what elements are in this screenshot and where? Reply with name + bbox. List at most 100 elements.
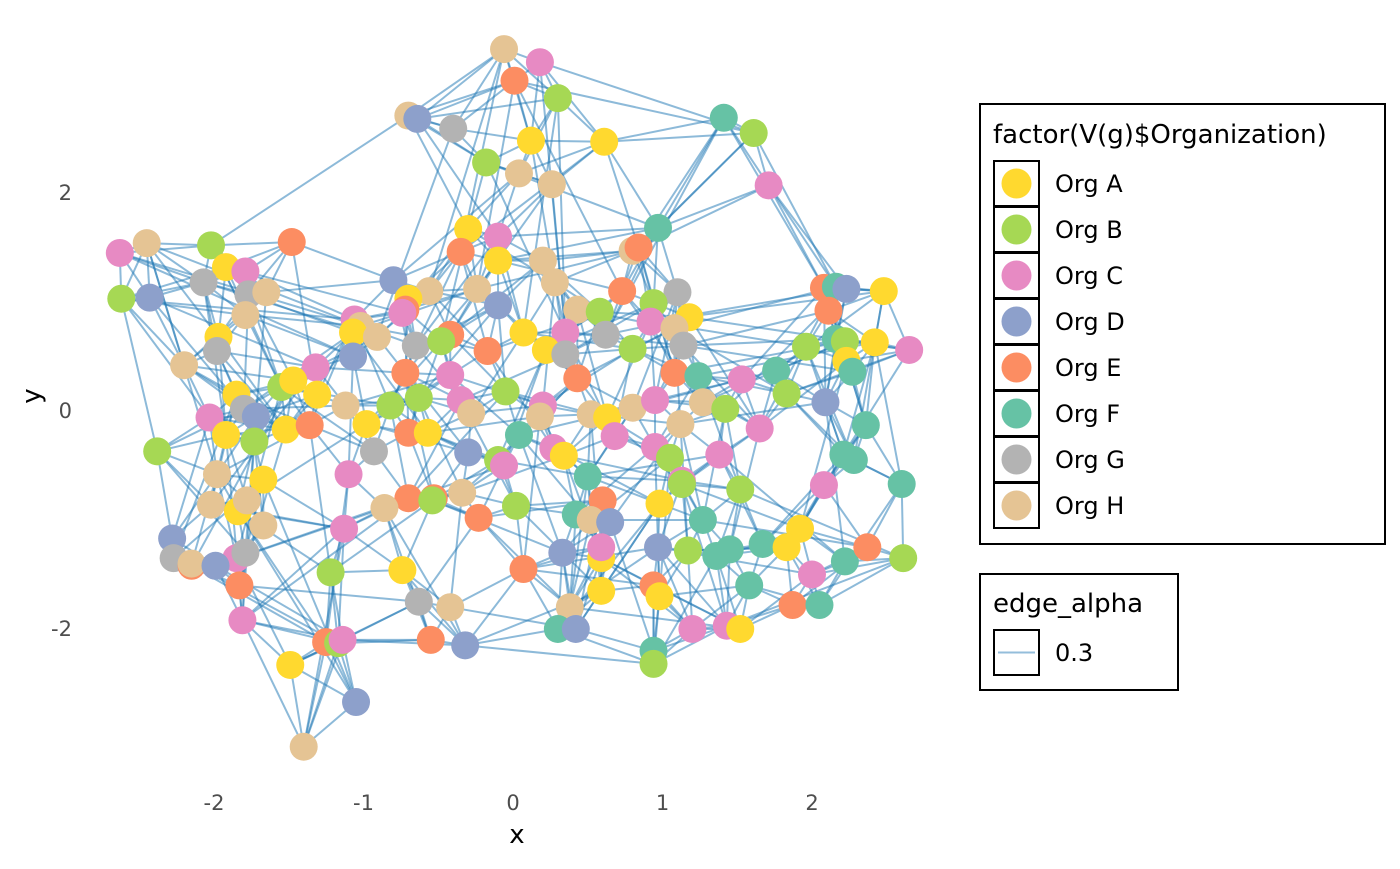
legend-key-dot (1001, 398, 1032, 429)
network-node-org-h (252, 278, 281, 307)
network-node-org-d (832, 274, 861, 303)
network-edge (739, 573, 813, 630)
network-node-org-c (798, 560, 826, 589)
y-axis-ticks: 2 0 -2 (51, 181, 72, 641)
network-edge (237, 510, 357, 703)
network-node-org-a (271, 415, 300, 444)
network-edge (568, 519, 592, 608)
network-edge (145, 242, 186, 366)
network-node-org-e (277, 228, 306, 257)
network-edge (767, 184, 848, 290)
network-node-org-f (715, 535, 744, 564)
network-edge (740, 287, 825, 381)
x-tick-label: 2 (805, 791, 818, 815)
network-edge (631, 291, 679, 409)
network-edge (767, 184, 825, 289)
network-node-org-e (814, 296, 843, 325)
network-node-org-c (525, 48, 554, 77)
network-node-org-c (231, 257, 260, 286)
legend-label: Org A (1055, 170, 1123, 198)
network-node-org-e (853, 533, 882, 562)
network-node-org-b (618, 334, 647, 363)
network-edge (603, 141, 659, 229)
network-edge (522, 416, 541, 570)
network-edge (415, 235, 499, 347)
network-node-org-d (454, 438, 483, 467)
legend-key-dot (1001, 260, 1032, 291)
y-axis-title: y (17, 388, 47, 403)
network-node-org-b (726, 475, 755, 504)
network-node-org-h (555, 593, 584, 622)
network-node-org-f (688, 506, 717, 534)
network-node-org-f (851, 411, 880, 440)
network-node-org-b (143, 437, 172, 466)
legend-item-org-b: Org B (993, 206, 1123, 253)
legend-item-org-c: Org C (993, 252, 1123, 299)
network-node-org-g (551, 340, 580, 369)
network-node-org-b (472, 148, 501, 177)
network-edge (225, 266, 283, 388)
network-edge (680, 401, 826, 426)
network-edge (604, 132, 754, 143)
network-node-org-c (436, 361, 465, 390)
network-edge (330, 499, 433, 574)
y-tick-label: 2 (59, 181, 72, 205)
network-edge (119, 244, 212, 254)
network-edge (683, 344, 853, 373)
network-node-org-f (830, 547, 859, 576)
network-edge (383, 507, 467, 646)
network-edge (873, 342, 903, 485)
network-edge (280, 386, 375, 453)
network-node-org-d (379, 266, 408, 295)
network-edge (190, 473, 218, 564)
network-edge (120, 298, 211, 419)
legend-item-org-d: Org D (993, 298, 1125, 345)
network-node-org-a (860, 328, 889, 357)
network-node-org-a (772, 533, 801, 562)
legend-item-org-h: Org H (993, 482, 1124, 529)
network-node-org-c (641, 386, 670, 415)
organization-legend-title: factor(V(g)$Organization) (993, 120, 1327, 150)
network-node-org-e (563, 364, 592, 393)
network-node-org-b (404, 383, 433, 412)
network-node-org-d (561, 615, 590, 643)
network-node-org-a (726, 615, 755, 643)
organization-legend-box (979, 103, 1386, 545)
legend-label: Org D (1055, 308, 1125, 336)
network-node-org-b (673, 536, 702, 565)
network-node-org-b (655, 443, 684, 472)
network-node-org-h (504, 159, 533, 188)
legend-key-dot (1001, 214, 1032, 245)
network-edge (156, 407, 245, 453)
network-node-org-g (202, 337, 231, 366)
network-edge (497, 226, 659, 262)
edge-alpha-legend-title: edge_alpha (993, 589, 1143, 619)
legend-label: Org G (1055, 446, 1125, 474)
network-edge (609, 423, 682, 523)
network-edge (842, 349, 911, 456)
legend-key-dot (1001, 168, 1032, 199)
network-edge (245, 270, 403, 314)
network-node-org-g (404, 587, 433, 616)
network-node-org-g (669, 331, 698, 360)
legend-label: Org F (1055, 400, 1120, 428)
network-node-org-a (590, 127, 619, 156)
network-edge (464, 568, 525, 646)
legend-label: Org H (1055, 492, 1124, 520)
network-node-org-a (303, 380, 332, 409)
network-node-org-a (352, 410, 381, 439)
network-node-org-g (359, 437, 388, 466)
network-node-org-b (427, 327, 456, 356)
network-edge (418, 304, 499, 399)
network-edge (145, 242, 220, 338)
network-node-org-h (132, 229, 161, 258)
edge-alpha-legend: edge_alpha 0.3 (979, 573, 1179, 691)
network-node-org-c (551, 318, 580, 347)
network-node-org-d (403, 104, 432, 133)
network-edge (401, 569, 466, 646)
network-node-org-f (838, 357, 867, 386)
network-edge (513, 80, 624, 292)
network-edge (156, 451, 174, 539)
network-edge (210, 114, 409, 247)
network-node-org-a (211, 420, 240, 449)
